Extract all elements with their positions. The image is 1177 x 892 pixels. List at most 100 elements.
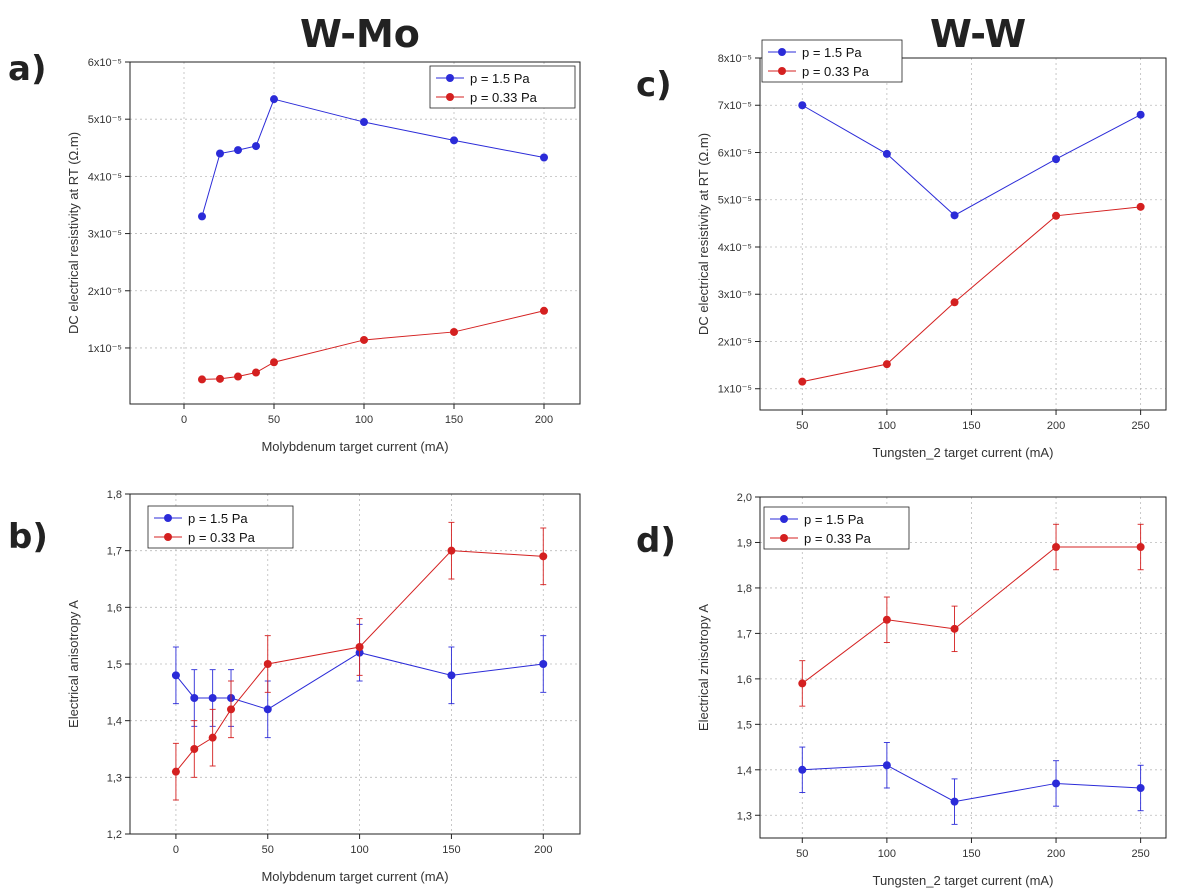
plot-frame xyxy=(759,496,1167,839)
y-tick-label: 3x10⁻⁵ xyxy=(718,289,752,301)
data-point xyxy=(360,335,368,344)
data-point xyxy=(1136,783,1145,792)
y-tick-label: 4x10⁻⁵ xyxy=(718,242,752,254)
y-tick-label: 1,7 xyxy=(107,546,122,558)
y-tick-label: 2,0 xyxy=(737,492,752,504)
data-point xyxy=(252,142,260,151)
x-tick-label: 0 xyxy=(181,414,187,426)
y-tick-label: 1x10⁻⁵ xyxy=(718,384,752,396)
data-point xyxy=(208,733,217,742)
series-line xyxy=(201,310,545,380)
legend-entry: p = 1.5 Pa xyxy=(804,512,864,527)
data-point xyxy=(208,694,217,702)
x-axis-label: Molybdenum target current (mA) xyxy=(261,439,448,454)
legend-entry: p = 1.5 Pa xyxy=(188,511,248,526)
legend-swatch-marker xyxy=(778,48,786,56)
data-point xyxy=(190,745,199,753)
data-point xyxy=(798,679,807,688)
y-tick-label: 1,6 xyxy=(737,674,752,686)
legend-swatch-marker xyxy=(780,534,788,542)
y-tick-label: 1,4 xyxy=(737,765,752,777)
data-point xyxy=(1052,543,1061,552)
data-point xyxy=(798,377,807,386)
legend-swatch-marker xyxy=(446,93,454,101)
y-tick-label: 8x10⁻⁵ xyxy=(718,53,752,65)
data-point xyxy=(190,694,199,702)
data-point xyxy=(540,306,548,315)
data-point xyxy=(1052,155,1061,164)
x-tick-label: 150 xyxy=(962,420,980,432)
column-title-w-w: W-W xyxy=(930,12,1027,56)
x-tick-label: 150 xyxy=(962,848,980,860)
x-tick-label: 0 xyxy=(173,844,179,856)
data-point xyxy=(171,767,180,776)
data-point xyxy=(198,375,206,384)
data-point xyxy=(950,211,959,220)
legend-box xyxy=(429,65,576,109)
x-axis-label: Molybdenum target current (mA) xyxy=(261,869,448,884)
x-tick-label: 100 xyxy=(350,844,368,856)
plot-frame xyxy=(759,57,1167,411)
data-point xyxy=(882,615,891,624)
legend-entry: p = 0.33 Pa xyxy=(802,64,870,79)
x-tick-label: 100 xyxy=(878,848,896,860)
y-tick-label: 1x10⁻⁵ xyxy=(88,343,122,355)
y-tick-label: 1,9 xyxy=(737,537,752,549)
y-tick-label: 1,7 xyxy=(737,628,752,640)
y-tick-label: 1,8 xyxy=(107,489,122,501)
legend-swatch-marker xyxy=(164,514,172,522)
legend-box xyxy=(761,39,903,83)
y-tick-label: 6x10⁻⁵ xyxy=(88,57,122,69)
data-point xyxy=(270,358,278,367)
legend-entry: p = 0.33 Pa xyxy=(188,530,256,545)
data-point xyxy=(234,146,242,155)
y-tick-label: 4x10⁻⁵ xyxy=(88,171,122,183)
data-point xyxy=(450,327,458,336)
x-tick-label: 150 xyxy=(442,844,460,856)
series-line xyxy=(201,98,545,217)
legend-box xyxy=(147,505,294,549)
legend-entry: p = 1.5 Pa xyxy=(802,45,862,60)
y-tick-label: 5x10⁻⁵ xyxy=(88,114,122,126)
data-point xyxy=(216,374,224,383)
y-axis-label: DC electrical resistivity at RT (Ω.m) xyxy=(696,133,711,335)
data-point xyxy=(1136,543,1145,552)
data-point xyxy=(539,552,548,561)
panel-d: d) 50 100 150 200 250 1,3 1,4 1,5 1,6 1,7 1,8 1,9 2,0… xyxy=(636,492,1167,888)
data-point xyxy=(447,671,456,680)
x-tick-label: 100 xyxy=(355,414,373,426)
data-point xyxy=(450,136,458,145)
y-tick-label: 1,6 xyxy=(107,602,122,614)
data-point xyxy=(882,149,891,158)
y-tick-label: 1,3 xyxy=(107,772,122,784)
y-tick-label: 6x10⁻⁵ xyxy=(718,147,752,159)
legend-entry: p = 0.33 Pa xyxy=(470,90,538,105)
data-point xyxy=(227,705,236,714)
y-axis-label: DC electrical resistivity at RT (Ω.m) xyxy=(66,132,81,334)
data-point xyxy=(234,372,242,381)
y-tick-label: 2x10⁻⁵ xyxy=(718,336,752,348)
y-tick-label: 7x10⁻⁵ xyxy=(718,100,752,112)
y-tick-label: 1,4 xyxy=(107,716,122,728)
column-title-w-mo: W-Mo xyxy=(300,12,420,56)
data-point xyxy=(950,797,959,806)
y-tick-label: 1,8 xyxy=(737,583,752,595)
data-point xyxy=(539,660,548,668)
panel-letter-b: b) xyxy=(8,517,48,557)
y-tick-label: 1,3 xyxy=(737,810,752,822)
x-tick-label: 250 xyxy=(1131,420,1149,432)
y-tick-label: 1,5 xyxy=(737,719,752,731)
data-point xyxy=(171,671,180,680)
x-tick-label: 50 xyxy=(796,848,808,860)
data-point xyxy=(198,212,206,221)
x-tick-label: 200 xyxy=(1047,848,1065,860)
y-tick-label: 1,5 xyxy=(107,659,122,671)
x-tick-label: 200 xyxy=(1047,420,1065,432)
legend-swatch-marker xyxy=(164,533,172,541)
x-tick-label: 50 xyxy=(262,844,274,856)
x-tick-label: 50 xyxy=(796,420,808,432)
data-point xyxy=(950,298,959,307)
y-axis-label: Electrical anisotropy A xyxy=(66,600,81,728)
y-tick-label: 3x10⁻⁵ xyxy=(88,229,122,241)
data-point xyxy=(270,95,278,104)
